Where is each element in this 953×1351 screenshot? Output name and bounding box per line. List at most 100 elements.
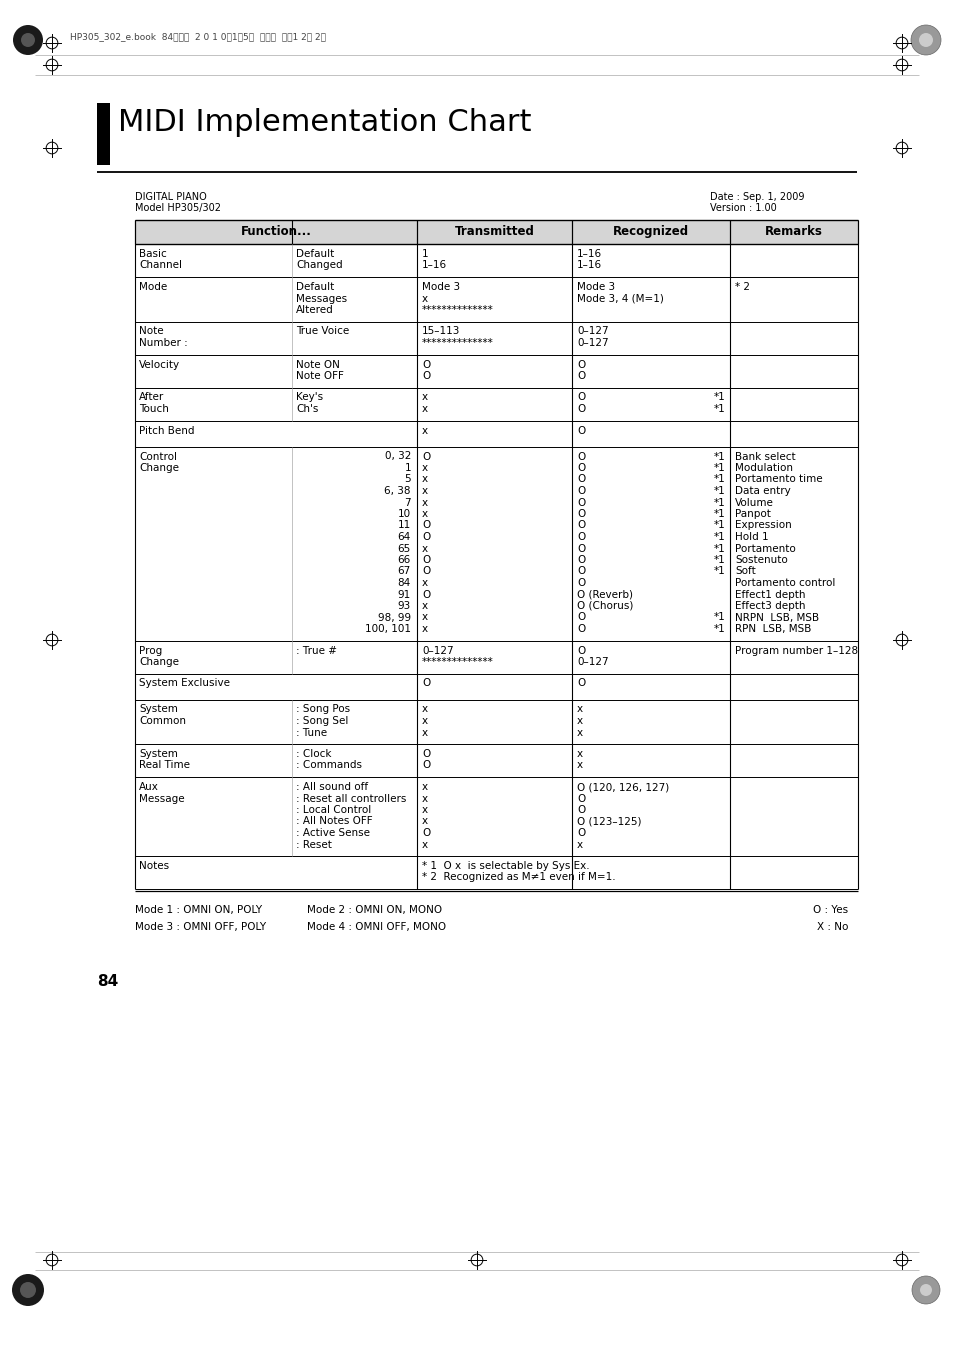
Text: 1: 1 [404, 463, 411, 473]
Text: x: x [421, 463, 428, 473]
Text: 1–16: 1–16 [577, 249, 601, 259]
Text: Note: Note [139, 327, 164, 336]
Text: O: O [577, 805, 584, 815]
Text: 0, 32: 0, 32 [384, 451, 411, 462]
Text: *1: *1 [714, 404, 725, 413]
Text: *1: *1 [714, 451, 725, 462]
Text: : Reset all controllers: : Reset all controllers [295, 793, 406, 804]
Text: x: x [421, 793, 428, 804]
Bar [135, 420, 857, 446]
Text: Notes: Notes [139, 861, 169, 871]
Text: Channel: Channel [139, 261, 182, 270]
Text: Change: Change [139, 463, 179, 473]
Text: * 1  O x  is selectable by Sys Ex.: * 1 O x is selectable by Sys Ex. [421, 861, 589, 871]
Text: *1: *1 [714, 612, 725, 623]
Text: x: x [577, 704, 582, 715]
Text: O: O [577, 426, 584, 435]
Text: *1: *1 [714, 509, 725, 519]
Text: 66: 66 [397, 555, 411, 565]
Text: O: O [421, 372, 430, 381]
Text: 5: 5 [404, 474, 411, 485]
Text: *1: *1 [714, 543, 725, 554]
Text: O: O [577, 451, 584, 462]
Text: True Voice: True Voice [295, 327, 349, 336]
Text: Volume: Volume [734, 497, 773, 508]
Text: : Song Sel: : Song Sel [295, 716, 348, 725]
Text: O (120, 126, 127): O (120, 126, 127) [577, 782, 669, 792]
Text: : Song Pos: : Song Pos [295, 704, 350, 715]
Text: O: O [421, 566, 430, 577]
Circle shape [21, 32, 35, 47]
Text: O: O [577, 566, 584, 577]
Text: System: System [139, 748, 177, 759]
Text: Version : 1.00: Version : 1.00 [709, 203, 776, 213]
Text: * 2  Recognized as M≠1 even if M=1.: * 2 Recognized as M≠1 even if M=1. [421, 873, 615, 882]
Text: *1: *1 [714, 393, 725, 403]
Text: O (Chorus): O (Chorus) [577, 601, 633, 611]
Bar [135, 322, 857, 354]
Text: Touch: Touch [139, 404, 169, 413]
Text: : Active Sense: : Active Sense [295, 828, 370, 838]
Circle shape [12, 1274, 44, 1306]
Text: O: O [577, 828, 584, 838]
Text: Default: Default [295, 249, 334, 259]
Text: System Exclusive: System Exclusive [139, 678, 230, 689]
Text: x: x [421, 816, 428, 827]
Text: O: O [421, 359, 430, 370]
Text: O: O [577, 578, 584, 588]
Circle shape [13, 26, 43, 55]
Text: 1: 1 [421, 249, 428, 259]
Text: x: x [421, 486, 428, 496]
Bar [135, 388, 857, 420]
Text: x: x [577, 761, 582, 770]
Text: Mode 2 : OMNI ON, MONO: Mode 2 : OMNI ON, MONO [307, 905, 441, 915]
Text: O: O [577, 497, 584, 508]
Text: O: O [421, 828, 430, 838]
Bar [135, 744, 857, 777]
Text: O: O [421, 589, 430, 600]
Text: O: O [577, 543, 584, 554]
Text: Function...: Function... [240, 226, 311, 238]
Text: : Local Control: : Local Control [295, 805, 371, 815]
Text: Mode: Mode [139, 282, 167, 292]
Bar [135, 777, 857, 857]
Text: Sostenuto: Sostenuto [734, 555, 787, 565]
Text: O: O [577, 678, 584, 689]
Text: 93: 93 [397, 601, 411, 611]
Text: 64: 64 [397, 532, 411, 542]
Text: Real Time: Real Time [139, 761, 190, 770]
Text: Hold 1: Hold 1 [734, 532, 768, 542]
Text: Portamento: Portamento [734, 543, 795, 554]
Text: 15–113: 15–113 [421, 327, 460, 336]
Text: Modulation: Modulation [734, 463, 792, 473]
Text: Expression: Expression [734, 520, 791, 531]
Text: NRPN  LSB, MSB: NRPN LSB, MSB [734, 612, 819, 623]
Text: *1: *1 [714, 532, 725, 542]
Text: * 2: * 2 [734, 282, 749, 292]
Text: Mode 4 : OMNI OFF, MONO: Mode 4 : OMNI OFF, MONO [307, 921, 446, 932]
Text: X : No: X : No [816, 921, 847, 932]
Text: O: O [577, 359, 584, 370]
Bar [135, 245, 857, 277]
Text: O: O [421, 451, 430, 462]
Text: 0–127: 0–127 [577, 657, 608, 667]
Text: *1: *1 [714, 474, 725, 485]
Text: O (Reverb): O (Reverb) [577, 589, 633, 600]
Text: 84: 84 [397, 578, 411, 588]
Text: Program number 1–128: Program number 1–128 [734, 646, 858, 655]
Text: Default: Default [295, 282, 334, 292]
Text: Change: Change [139, 657, 179, 667]
Circle shape [919, 1283, 931, 1296]
Text: Changed: Changed [295, 261, 342, 270]
Text: Control: Control [139, 451, 177, 462]
Text: 91: 91 [397, 589, 411, 600]
Text: x: x [421, 497, 428, 508]
Text: Model HP305/302: Model HP305/302 [135, 203, 221, 213]
Text: : Reset: : Reset [295, 839, 332, 850]
Text: O: O [577, 793, 584, 804]
Text: x: x [421, 393, 428, 403]
Text: *1: *1 [714, 624, 725, 634]
Text: O: O [577, 612, 584, 623]
Text: x: x [421, 474, 428, 485]
Text: : All Notes OFF: : All Notes OFF [295, 816, 373, 827]
